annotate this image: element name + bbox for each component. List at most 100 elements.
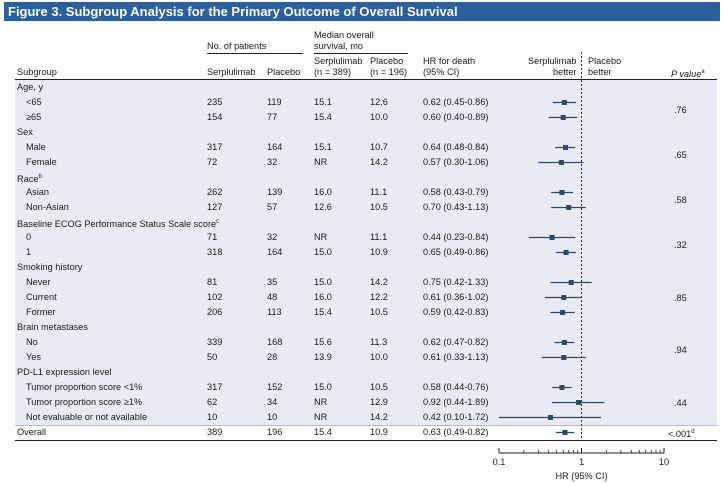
header-serp-n: (n = 389) [314,67,352,77]
header-plac-n: (n = 196) [370,67,408,77]
header-p-value-sup: a [701,69,705,75]
p-value: .44 [674,397,687,408]
hr-point [560,115,566,120]
p-value: .94 [674,345,687,355]
os-serplulimab: 15.1 [314,142,332,152]
group-shade [15,260,717,320]
hr-ci-text: 0.61 (0.33-1.13) [423,352,489,362]
x-axis-label: HR (95% CI) [555,471,607,481]
os-placebo: 12.9 [370,397,388,407]
os-serplulimab: NR [314,412,328,422]
hr-ci-text: 0.62 (0.47-0.82) [423,337,489,347]
hr-ci-text: 0.42 (0.10-1.72) [423,412,489,422]
hr-ci-text: 0.44 (0.23-0.84) [423,232,489,242]
subgroup-label: Male [26,142,46,152]
os-serplulimab: NR [314,232,328,242]
n-placebo: 34 [267,397,278,407]
os-placebo: 10.5 [370,202,388,212]
hr-ci-text: 0.92 (0.44-1.89) [423,397,489,407]
header-hr-1: HR for death [423,56,476,66]
n-serplulimab: 154 [207,112,223,122]
subgroup-label: No [26,337,38,347]
header-plac-os: Placebo [370,56,404,66]
os-placebo: 11.1 [370,187,388,197]
subgroup-label: Not evaluable or not available [26,412,148,422]
n-placebo: 32 [267,157,278,167]
group-label: Baseline ECOG Performance Status Scale s… [17,219,220,230]
subgroup-label: Never [26,277,51,287]
header-no-patients-rule [207,53,303,54]
subgroup-label: Former [26,307,56,317]
n-placebo: 28 [267,352,278,362]
n-serplulimab: 339 [207,337,223,347]
os-placebo: 12.6 [370,97,388,107]
hr-point [576,400,582,405]
hr-ci-text: 0.61 (0.36-1.02) [423,292,489,302]
os-serplulimab: 15.4 [314,427,332,437]
hr-ci-text: 0.57 (0.30-1.06) [423,157,489,167]
n-placebo: 164 [267,247,283,257]
os-placebo: 10.7 [370,142,388,152]
hr-ci-text: 0.60 (0.40-0.89) [423,112,489,122]
p-value: .85 [674,292,687,303]
os-placebo: 11.3 [370,337,388,347]
x-tick-label: 1 [579,457,584,467]
os-serplulimab: 15.0 [314,247,332,257]
os-placebo: 10.5 [370,382,388,392]
subgroup-label: Non-Asian [26,202,69,212]
n-placebo: 77 [267,112,278,122]
hr-ci-text: 0.70 (0.43-1.13) [423,202,489,212]
hr-point [560,310,566,315]
hr-ci-text: 0.58 (0.43-0.79) [423,187,489,197]
header-serp-os: Serplulimab [314,56,363,66]
n-serplulimab: 206 [207,307,223,317]
hr-ci-text: 0.75 (0.42-1.33) [423,277,489,287]
n-placebo: 152 [267,382,283,392]
os-placebo: 10.9 [370,247,388,257]
group-shade [15,170,717,215]
subgroup-label: Female [26,157,57,167]
subgroup-label: Tumor proportion score ≥1% [26,397,143,407]
hr-point [566,205,572,210]
n-placebo: 113 [267,307,282,317]
hr-point [549,235,555,240]
os-serplulimab: 15.4 [314,112,332,122]
group-label: Brain metastases [17,322,88,332]
os-placebo: 10.9 [370,427,388,437]
header-favors-plac-2: better [588,67,612,77]
p-value-footnote: d [691,429,695,435]
n-placebo: 48 [267,292,278,302]
hr-point [559,190,565,195]
subgroup-label: <65 [26,97,42,107]
n-serplulimab: 71 [207,232,218,242]
n-serplulimab: 62 [207,397,218,407]
os-serplulimab: 15.6 [314,337,332,347]
n-serplulimab: 72 [207,157,218,167]
header-median-os-rule [314,53,408,54]
n-serplulimab: 102 [207,292,223,302]
hr-point [561,340,567,345]
figure-title: Figure 3. Subgroup Analysis for the Prim… [4,2,720,21]
n-placebo: 139 [267,187,283,197]
header-plac-count: Placebo [267,67,301,77]
header-subgroup: Subgroup [17,67,57,77]
subgroup-label: Current [26,292,57,302]
n-serplulimab: 127 [207,202,223,212]
n-placebo: 57 [267,202,278,212]
os-serplulimab: 12.6 [314,202,332,212]
group-shade [15,215,717,260]
os-serplulimab: NR [314,397,328,407]
group-label: PD-L1 expression level [17,367,112,377]
os-placebo: 14.2 [370,157,388,167]
os-serplulimab: 15.1 [314,97,332,107]
n-serplulimab: 389 [207,427,223,437]
header-median-os-1: Median overall [314,30,374,40]
n-serplulimab: 10 [207,412,218,422]
hr-point [563,250,569,255]
n-serplulimab: 235 [207,97,223,107]
os-placebo: 14.2 [370,277,388,287]
os-placebo: 10.0 [370,352,388,362]
n-placebo: 119 [267,97,282,107]
p-value: .76 [674,105,687,115]
group-shade [15,365,717,425]
